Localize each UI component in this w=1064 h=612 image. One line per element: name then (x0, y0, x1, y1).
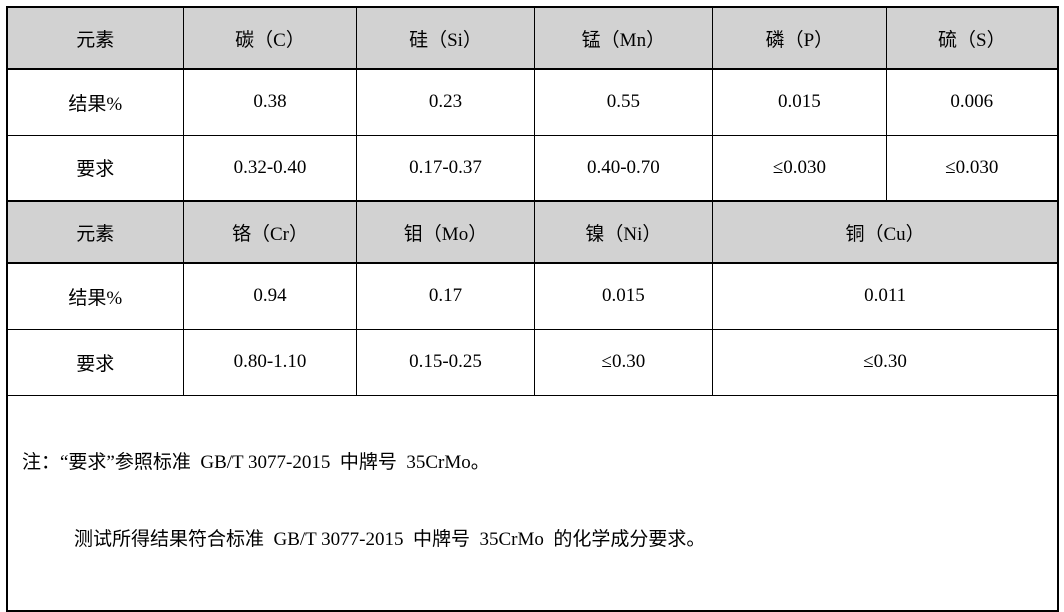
section1-header-row: 元素 碳（C） 硅（Si） 锰（Mn） 磷（P） 硫（S） (6, 6, 1059, 70)
element-header-sulfur: 硫（S） (885, 6, 1059, 70)
element-header-silicon: 硅（Si） (356, 6, 535, 70)
requirement-carbon: 0.32-0.40 (182, 134, 358, 202)
section2-header-row: 元素 铬（Cr） 钼（Mo） 镍（Ni） 铜（Cu） (6, 200, 1059, 264)
row-label-requirement: 要求 (6, 134, 184, 202)
result-nickel: 0.015 (533, 262, 714, 330)
row-label-result: 结果% (6, 262, 184, 330)
section2-requirement-row: 要求 0.80-1.10 0.15-0.25 ≤0.30 ≤0.30 (6, 328, 1059, 396)
row-label-result: 结果% (6, 68, 184, 136)
result-carbon: 0.38 (182, 68, 358, 136)
chemical-composition-table: 元素 碳（C） 硅（Si） 锰（Mn） 磷（P） 硫（S） 结果% 0.38 0… (6, 6, 1059, 612)
element-header-molybdenum: 钼（Mo） (356, 200, 535, 264)
requirement-sulfur: ≤0.030 (885, 134, 1059, 202)
requirement-nickel: ≤0.30 (533, 328, 714, 396)
requirement-copper: ≤0.30 (712, 328, 1059, 396)
result-molybdenum: 0.17 (356, 262, 535, 330)
element-header-manganese: 锰（Mn） (533, 6, 714, 70)
element-header-carbon: 碳（C） (182, 6, 358, 70)
element-header-chromium: 铬（Cr） (182, 200, 358, 264)
footnote-line-1: 注：“要求”参照标准 GB/T 3077-2015 中牌号 35CrMo。 (22, 451, 490, 473)
footnote-row: 注：“要求”参照标准 GB/T 3077-2015 中牌号 35CrMo。 测试… (6, 394, 1059, 612)
requirement-manganese: 0.40-0.70 (533, 134, 714, 202)
requirement-phosphorus: ≤0.030 (712, 134, 887, 202)
section2-result-row: 结果% 0.94 0.17 0.015 0.011 (6, 262, 1059, 330)
section1-result-row: 结果% 0.38 0.23 0.55 0.015 0.006 (6, 68, 1059, 136)
result-copper: 0.011 (712, 262, 1059, 330)
result-manganese: 0.55 (533, 68, 714, 136)
element-header-nickel: 镍（Ni） (533, 200, 714, 264)
result-chromium: 0.94 (182, 262, 358, 330)
row-label-element: 元素 (6, 200, 184, 264)
result-silicon: 0.23 (356, 68, 535, 136)
result-phosphorus: 0.015 (712, 68, 887, 136)
section1-requirement-row: 要求 0.32-0.40 0.17-0.37 0.40-0.70 ≤0.030 … (6, 134, 1059, 202)
footnote-cell: 注：“要求”参照标准 GB/T 3077-2015 中牌号 35CrMo。 测试… (6, 394, 1059, 612)
requirement-silicon: 0.17-0.37 (356, 134, 535, 202)
footnote-line-2: 测试所得结果符合标准 GB/T 3077-2015 中牌号 35CrMo 的化学… (74, 528, 706, 550)
result-sulfur: 0.006 (885, 68, 1059, 136)
requirement-molybdenum: 0.15-0.25 (356, 328, 535, 396)
requirement-chromium: 0.80-1.10 (182, 328, 358, 396)
element-header-phosphorus: 磷（P） (712, 6, 887, 70)
element-header-copper: 铜（Cu） (712, 200, 1059, 264)
row-label-requirement: 要求 (6, 328, 184, 396)
row-label-element: 元素 (6, 6, 184, 70)
test-report-table-container: 元素 碳（C） 硅（Si） 锰（Mn） 磷（P） 硫（S） 结果% 0.38 0… (6, 6, 1059, 612)
